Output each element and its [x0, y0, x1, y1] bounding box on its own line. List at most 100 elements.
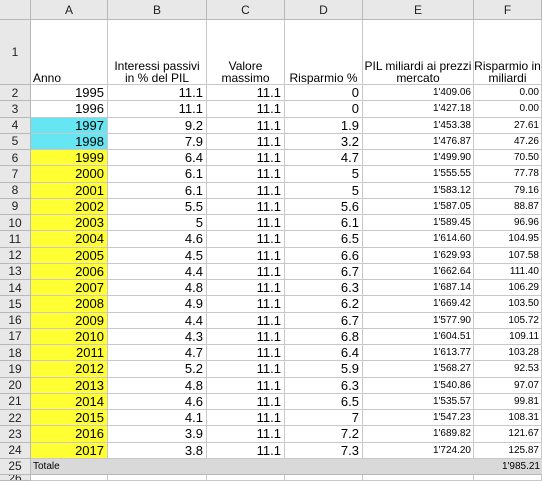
cell-valore[interactable]: 11.1 — [207, 393, 285, 410]
cell-pil[interactable]: 1'669.42 — [363, 296, 474, 313]
header-cell-valore[interactable]: Valore massimo — [207, 20, 285, 85]
cell-risparmio-pct[interactable]: 7.3 — [285, 442, 363, 459]
cell-anno[interactable]: 2007 — [31, 280, 108, 297]
cell-interessi[interactable]: 4.7 — [108, 345, 207, 362]
cell-interessi[interactable]: 4.8 — [108, 280, 207, 297]
cell-risparmio-mld[interactable]: 0.00 — [474, 101, 542, 118]
cell-anno[interactable]: 2000 — [31, 166, 108, 183]
cell-risparmio-pct[interactable]: 6.3 — [285, 280, 363, 297]
row-header-3[interactable]: 3 — [0, 101, 31, 118]
column-header-e[interactable]: E — [363, 0, 474, 20]
cell-pil[interactable]: 1'453.38 — [363, 117, 474, 134]
row-header-24[interactable]: 24 — [0, 442, 31, 459]
cell-interessi[interactable]: 4.4 — [108, 263, 207, 280]
cell-risparmio-mld[interactable]: 106.29 — [474, 280, 542, 297]
cell-interessi[interactable]: 4.3 — [108, 328, 207, 345]
cell-risparmio-pct[interactable]: 0 — [285, 101, 363, 118]
column-header-d[interactable]: D — [285, 0, 363, 20]
cell-valore[interactable]: 11.1 — [207, 85, 285, 102]
cell-risparmio-mld[interactable]: 0.00 — [474, 85, 542, 102]
cell-risparmio-pct[interactable]: 6.8 — [285, 328, 363, 345]
cell-risparmio-mld[interactable]: 121.67 — [474, 426, 542, 443]
cell-valore[interactable]: 11.1 — [207, 166, 285, 183]
cell-anno[interactable]: 1995 — [31, 85, 108, 102]
cell-valore[interactable]: 11.1 — [207, 442, 285, 459]
cell-pil[interactable]: 1'535.57 — [363, 393, 474, 410]
select-all-corner[interactable] — [0, 0, 31, 20]
cell-valore[interactable]: 11.1 — [207, 312, 285, 329]
cell-anno[interactable]: 2001 — [31, 182, 108, 199]
cell-valore[interactable]: 11.1 — [207, 377, 285, 394]
cell-risparmio-pct[interactable]: 5.9 — [285, 361, 363, 378]
cell-risparmio-pct[interactable]: 6.5 — [285, 393, 363, 410]
cell-valore[interactable]: 11.1 — [207, 182, 285, 199]
column-header-b[interactable]: B — [108, 0, 207, 20]
empty-cell[interactable] — [474, 475, 542, 481]
cell-risparmio-mld[interactable]: 105.72 — [474, 312, 542, 329]
cell-valore[interactable]: 11.1 — [207, 133, 285, 150]
cell-valore[interactable]: 11.1 — [207, 345, 285, 362]
cell-valore[interactable]: 11.1 — [207, 150, 285, 167]
cell-valore[interactable]: 11.1 — [207, 215, 285, 232]
cell-anno[interactable]: 2006 — [31, 263, 108, 280]
cell-pil[interactable]: 1'476.87 — [363, 133, 474, 150]
cell-risparmio-mld[interactable]: 92.53 — [474, 361, 542, 378]
cell-pil[interactable]: 1'499.90 — [363, 150, 474, 167]
row-header-8[interactable]: 8 — [0, 182, 31, 199]
cell-risparmio-pct[interactable]: 3.2 — [285, 133, 363, 150]
column-header-a[interactable]: A — [31, 0, 108, 20]
cell-risparmio-mld[interactable]: 103.50 — [474, 296, 542, 313]
cell-risparmio-pct[interactable]: 4.7 — [285, 150, 363, 167]
row-header-19[interactable]: 19 — [0, 361, 31, 378]
cell-risparmio-mld[interactable]: 70.50 — [474, 150, 542, 167]
row-header-25[interactable]: 25 — [0, 458, 31, 475]
row-header-15[interactable]: 15 — [0, 296, 31, 313]
cell-risparmio-pct[interactable]: 6.4 — [285, 345, 363, 362]
header-cell-risparmio-pct[interactable]: Risparmio % — [285, 20, 363, 85]
cell-anno[interactable]: 2017 — [31, 442, 108, 459]
row-header-26[interactable]: 26 — [0, 475, 31, 481]
cell-pil[interactable]: 1'547.23 — [363, 410, 474, 427]
cell-pil[interactable]: 1'662.64 — [363, 263, 474, 280]
cell-risparmio-mld[interactable]: 99.81 — [474, 393, 542, 410]
cell-risparmio-pct[interactable]: 6.7 — [285, 263, 363, 280]
cell-valore[interactable]: 11.1 — [207, 117, 285, 134]
row-header-7[interactable]: 7 — [0, 166, 31, 183]
cell-anno[interactable]: 2013 — [31, 377, 108, 394]
cell-risparmio-pct[interactable]: 5.6 — [285, 198, 363, 215]
cell-interessi[interactable]: 4.5 — [108, 247, 207, 264]
cell-interessi[interactable]: 5.2 — [108, 361, 207, 378]
cell-valore[interactable]: 11.1 — [207, 361, 285, 378]
cell-anno[interactable]: 2003 — [31, 215, 108, 232]
cell-risparmio-mld[interactable]: 47.26 — [474, 133, 542, 150]
cell-interessi[interactable]: 4.9 — [108, 296, 207, 313]
cell-interessi[interactable]: 9.2 — [108, 117, 207, 134]
cell-risparmio-mld[interactable]: 79.16 — [474, 182, 542, 199]
cell-valore[interactable]: 11.1 — [207, 198, 285, 215]
empty-cell[interactable] — [285, 475, 363, 481]
cell-risparmio-mld[interactable]: 109.11 — [474, 328, 542, 345]
empty-cell[interactable] — [108, 475, 207, 481]
cell-interessi[interactable]: 4.6 — [108, 231, 207, 248]
cell-pil[interactable]: 1'613.77 — [363, 345, 474, 362]
empty-cell[interactable] — [363, 475, 474, 481]
empty-cell[interactable] — [31, 475, 108, 481]
row-header-13[interactable]: 13 — [0, 263, 31, 280]
cell-interessi[interactable]: 5 — [108, 215, 207, 232]
cell-risparmio-mld[interactable]: 103.28 — [474, 345, 542, 362]
cell-interessi[interactable]: 3.9 — [108, 426, 207, 443]
header-cell-risparmio-mld[interactable]: Risparmio in miliardi — [474, 20, 542, 85]
cell-risparmio-pct[interactable]: 7 — [285, 410, 363, 427]
row-header-1[interactable]: 1 — [0, 20, 31, 85]
cell-risparmio-mld[interactable]: 97.07 — [474, 377, 542, 394]
cell-pil[interactable]: 1'689.82 — [363, 426, 474, 443]
cell-interessi[interactable]: 6.4 — [108, 150, 207, 167]
cell-interessi[interactable]: 4.1 — [108, 410, 207, 427]
cell-anno[interactable]: 2010 — [31, 328, 108, 345]
cell-pil[interactable]: 1'555.55 — [363, 166, 474, 183]
cell-anno[interactable]: 2004 — [31, 231, 108, 248]
cell-valore[interactable]: 11.1 — [207, 296, 285, 313]
cell-interessi[interactable]: 6.1 — [108, 182, 207, 199]
row-header-6[interactable]: 6 — [0, 150, 31, 167]
cell-interessi[interactable]: 4.6 — [108, 393, 207, 410]
